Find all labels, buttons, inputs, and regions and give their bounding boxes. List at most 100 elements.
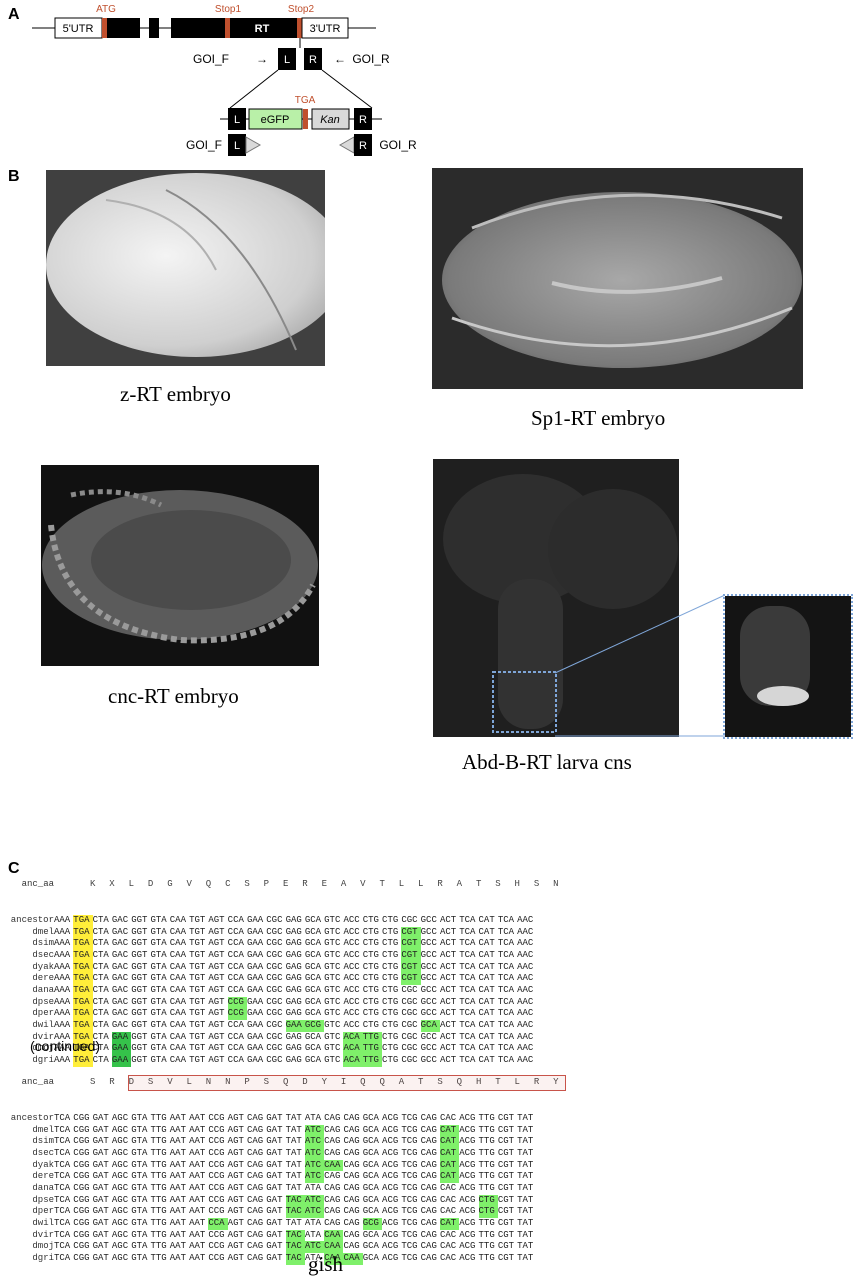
codon-cell: TAT [517,1171,534,1182]
codon-cell: GTC [324,961,341,972]
codon-cell: AAA [54,1031,71,1042]
codon-cell: CGC [401,1031,418,1042]
codon-cell: ACC [343,996,360,1007]
codon-cell: TCG [401,1124,418,1135]
codon-cell: CAG [324,1147,341,1158]
codon-cell: AGT [208,1020,225,1030]
codon-cell: CAG [420,1253,437,1264]
codon-cell: CAG [343,1112,360,1123]
codon-cell: CAG [246,1182,264,1193]
continued-label: (continued) [30,1038,101,1054]
codon-cell: CGG [73,1171,90,1182]
codon-cell: TCA [54,1253,71,1264]
codon-cell: GTA [131,1253,148,1264]
sequence-row: dmoj AAA TGA CTA GAA GGT GTA CAA TGT AGT CCA GAA CGC… [0,1043,572,1056]
aa-cell: Q [282,1077,289,1088]
codon-cell: TTG [150,1112,167,1123]
codon-cell: GAC [111,984,129,995]
codon-cell: AGT [208,914,225,925]
codon-cell: ATA [304,1218,322,1228]
codon-cell: GCA [304,914,322,925]
codon-cell: GGT [131,938,148,949]
codon-cell: CAG [420,1147,437,1158]
codon-cell: GAA [111,1055,132,1067]
zoom-connector-lines [554,594,726,737]
codon-cell: GAT [266,1147,283,1158]
codon-cell: AGT [227,1147,244,1158]
codon-cell: GAG [285,949,302,960]
codon-cell: GAT [266,1253,283,1264]
codon-cell: AAT [189,1241,206,1252]
codon-cell: ACA [343,1055,363,1067]
codon-cell: TGT [189,949,206,960]
codon-cell: CCA [227,914,244,925]
codon-cell: GAC [111,1008,129,1019]
codon-cell: GTA [131,1136,148,1147]
codon-cell: CAG [246,1136,264,1147]
codon-cell: CCG [208,1182,225,1193]
codon-cell: GCA [362,1147,379,1158]
codon-cell: AGC [111,1159,129,1170]
codon-cell: AGT [227,1218,244,1228]
codon-cell: AGC [111,1218,129,1228]
codon-cell: TGA [73,1043,93,1056]
codon-cell: GCA [304,973,322,984]
codon-cell: CGC [401,984,418,995]
aa-cell: T [495,1077,501,1088]
codon-cell: CGC [401,914,418,925]
stop2-marker [297,18,302,38]
codon-cell: AAC [517,938,534,949]
codon-cell: GCC [420,938,437,949]
codon-cell: CTG [382,938,399,949]
codon-cell: GAA [246,1020,264,1030]
codon-cell: GAC [111,973,129,984]
aa-cell: L [418,879,424,890]
codon-cell: ATC [304,1136,325,1148]
aa-cell: L [514,1077,520,1088]
codon-cell: TGA [73,973,93,985]
codon-cell: ATC [304,1124,325,1137]
codon-cell: TAT [285,1159,302,1170]
left-arm-top-label: L [284,54,290,66]
exon-3 [171,18,301,38]
tga-label: TGA [295,95,316,106]
codon-cell: CAG [343,1147,360,1158]
codon-cell: AAC [517,1008,534,1019]
species-name: dper [32,1206,54,1217]
primer-r-arrow-icon [338,136,355,154]
codon-cell: AAT [169,1229,186,1240]
codon-cell: CCG [208,1229,225,1240]
codon-cell: TCG [401,1171,418,1182]
codon-cell: GTA [150,926,167,937]
codon-cell: CAA [324,1229,344,1242]
codon-cell: TAT [285,1171,302,1182]
codon-cell: CTG [478,1206,498,1218]
aa-cell: V [360,879,366,890]
codon-cell: AAC [517,961,534,972]
codon-cell: CAT [478,914,495,925]
codon-cell: TCA [459,996,476,1007]
codon-cell: CTA [92,1043,109,1054]
codon-cell: CAT [478,1031,495,1042]
aa-cell: X [109,879,115,890]
codon-cell: CAA [324,1241,344,1254]
codon-cell: CTG [382,914,399,925]
codon-cell: ACG [459,1171,476,1182]
aa-cell: L [186,1077,192,1088]
codon-cell: CAG [343,1206,360,1217]
codon-cell: ACC [343,938,360,949]
codon-cell: GAT [92,1124,109,1135]
codon-cell: CAA [169,996,186,1007]
species-name: dgri [32,1055,54,1066]
codon-cell: CAT [478,1043,495,1054]
codon-cell: TAT [517,1241,534,1252]
codon-cell: CAA [169,1055,186,1066]
codon-cell: CGT [497,1147,515,1158]
codon-cell: CAA [169,984,186,995]
codon-cell: GGT [131,926,148,937]
codon-cell: TGA [73,914,93,927]
codon-cell: TTG [362,1031,383,1044]
codon-cell: ACT [439,1055,457,1066]
codon-cell: GAA [246,1043,264,1054]
codon-cell: CAT [439,1147,460,1160]
